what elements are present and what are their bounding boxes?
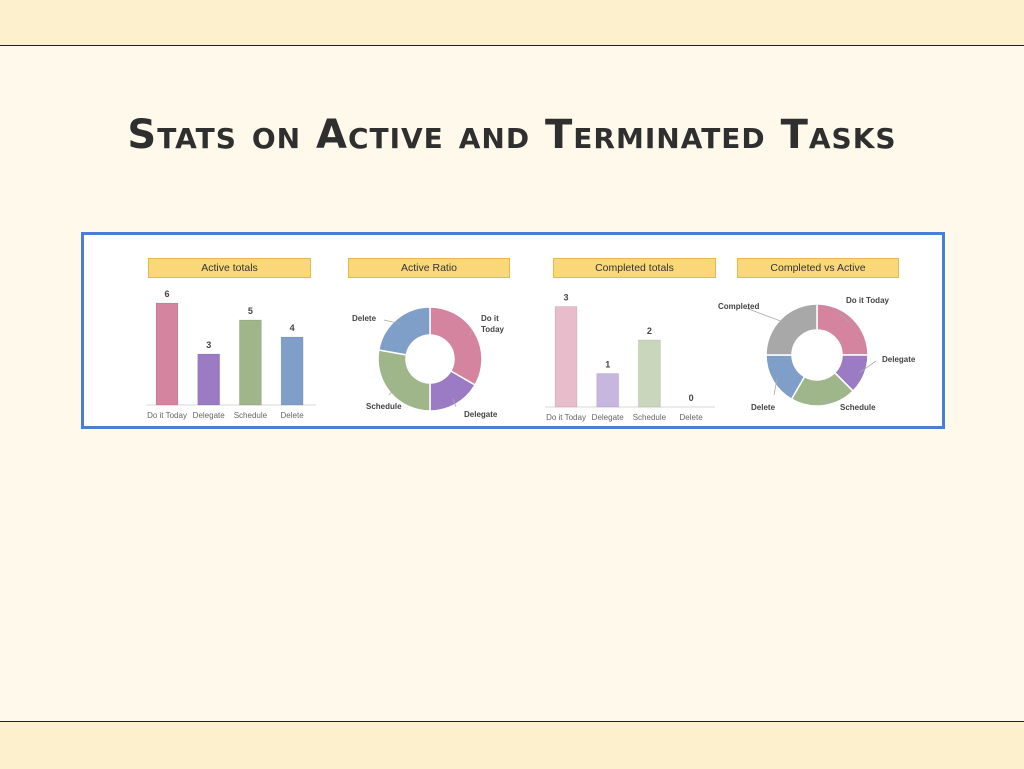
slice-label: Delete (751, 403, 776, 412)
page-title: Stats on Active and Terminated Tasks (127, 112, 897, 158)
slice-delete (377, 306, 431, 356)
data-label: 0 (689, 393, 694, 403)
leader-line (822, 399, 840, 402)
data-label: 3 (563, 293, 568, 303)
slice-schedule (377, 349, 431, 412)
chart-title-completed-vs-active: Completed vs Active (737, 258, 899, 278)
chart-title-completed-totals: Completed totals (553, 258, 716, 278)
slice-label: Delegate (882, 355, 916, 364)
leader-line (773, 377, 778, 396)
leader-line (452, 398, 457, 408)
slice-do-it-today (816, 303, 869, 356)
x-tick-label: Delete (680, 413, 704, 422)
bar-delegate (596, 373, 620, 408)
slice-label: Do it (481, 314, 499, 323)
x-tick-label: Delegate (193, 411, 226, 420)
bar-delegate (197, 353, 221, 406)
slice-label: Schedule (840, 403, 876, 412)
leader-line (838, 312, 850, 323)
leader-line (383, 319, 401, 325)
data-label: 5 (248, 306, 253, 316)
leader-line (745, 307, 785, 323)
x-tick-label: Delete (281, 411, 305, 420)
x-tick-label: Schedule (633, 413, 667, 422)
leader-line (388, 388, 396, 396)
slice-do-it-today (429, 306, 483, 387)
charts-canvas: 6 Do it Today 3 Delegate 5 Schedule 4 Delete Do … (146, 289, 916, 422)
data-label: 3 (206, 340, 211, 350)
data-label: 6 (164, 289, 169, 299)
bottom-band (0, 721, 1024, 769)
slice-label: Completed (718, 302, 759, 311)
slice-label: Delete (352, 314, 377, 323)
bar-schedule (238, 319, 262, 406)
bar-do-it-today (554, 306, 578, 408)
bar-schedule (637, 339, 661, 408)
bar-do-it-today (155, 302, 179, 406)
leader-line (859, 360, 877, 373)
chart-title-active-totals: Active totals (148, 258, 311, 278)
slice-label: Today (481, 325, 505, 334)
slice-label: Schedule (366, 402, 402, 411)
slice-label: Do it Today (846, 296, 890, 305)
x-tick-label: Schedule (234, 411, 268, 420)
data-label: 2 (647, 326, 652, 336)
data-label: 4 (290, 323, 295, 333)
leader-line (469, 329, 473, 337)
chart-title-active-ratio: Active Ratio (348, 258, 510, 278)
slice-label: Delegate (464, 410, 498, 419)
charts-panel: Active totals Active Ratio Completed tot… (81, 232, 945, 429)
top-band (0, 0, 1024, 46)
data-label: 1 (605, 360, 610, 370)
x-tick-label: Delegate (592, 413, 625, 422)
x-tick-label: Do it Today (546, 413, 586, 422)
x-tick-label: Do it Today (147, 411, 187, 420)
slice-completed (765, 303, 818, 356)
bar-delete (280, 336, 304, 406)
